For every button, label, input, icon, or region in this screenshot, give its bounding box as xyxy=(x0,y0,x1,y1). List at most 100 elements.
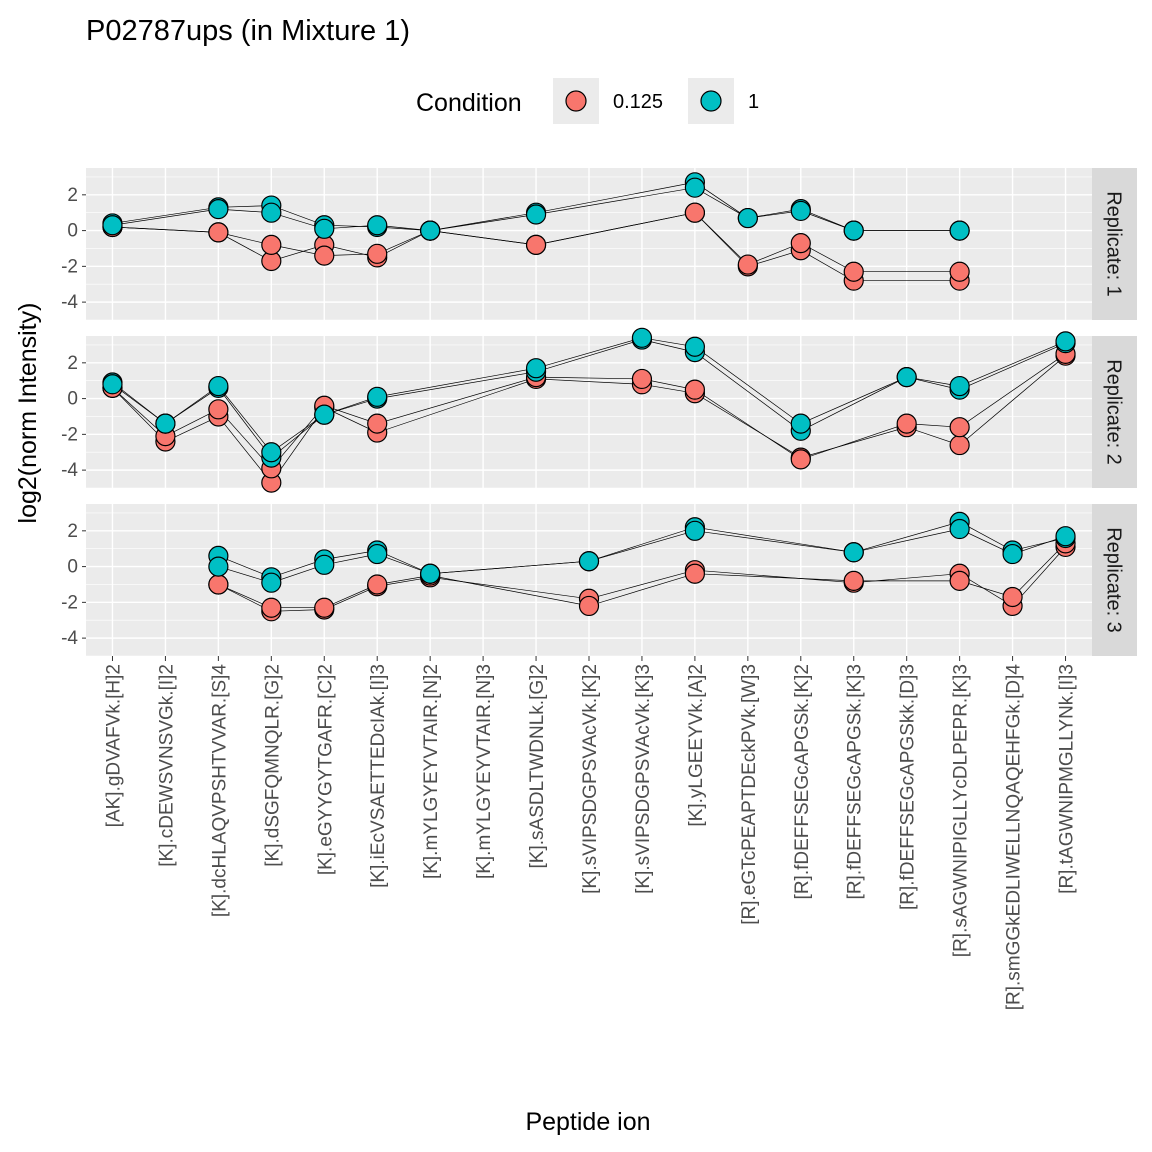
panel-replicate-3: -4 -2 0 2 Replicate: 3 xyxy=(61,504,1137,657)
x-tick-label: [R].eGTcPEAPTDEckPVk.[W]3 xyxy=(739,664,760,925)
data-point-0.125 xyxy=(208,399,229,420)
data-point-1 xyxy=(843,220,864,241)
panel-replicate-2: -4 -2 0 2 Replicate: 2 xyxy=(61,327,1137,493)
data-point-0.125 xyxy=(208,222,229,243)
data-point-1 xyxy=(314,218,335,239)
data-point-1 xyxy=(314,554,335,575)
data-point-1 xyxy=(684,520,705,541)
data-point-0.125 xyxy=(1002,586,1023,608)
facet-panels: -4 -2 0 2 Replicate: 1 -4 -2 0 2 Replicate: 2 -4 -2… xyxy=(61,168,1137,657)
data-point-1 xyxy=(525,358,547,379)
data-point-1 xyxy=(102,215,123,236)
y-tick-label: 0 xyxy=(67,557,78,578)
x-tick-label: [K].iEcVSAETTEDcIAk.[I]3 xyxy=(368,664,389,888)
y-tick-label: -2 xyxy=(61,424,78,445)
data-point-0.125 xyxy=(949,570,970,591)
x-tick-label: [R].fDEFFSEGcAPGSkk.[D]3 xyxy=(898,664,919,910)
data-point-0.125 xyxy=(578,595,600,617)
y-tick-label: 2 xyxy=(67,521,78,542)
x-tick-label: [K].eGYYGYTGAFR.[C]2 xyxy=(315,664,336,875)
data-point-0.125 xyxy=(949,261,970,282)
facet-strip-label: Replicate: 3 xyxy=(1103,527,1125,633)
y-axis-title: log2(norm Intensity) xyxy=(14,303,42,524)
x-tick-label: [R].tAGWNIPMGLLYNk.[I]3 xyxy=(1057,664,1078,894)
data-point-1 xyxy=(261,202,282,223)
data-point-1 xyxy=(420,220,441,241)
facet-strip xyxy=(1092,336,1137,488)
x-tick-label: [K].dSGFQMNQLR.[G]2 xyxy=(262,664,283,867)
data-point-1 xyxy=(314,404,335,425)
data-point-0.125 xyxy=(367,574,388,595)
y-tick-label: 0 xyxy=(67,389,78,410)
legend-key-1 xyxy=(700,90,722,112)
data-point-1 xyxy=(949,220,970,241)
data-point-1 xyxy=(208,199,229,220)
data-point-0.125 xyxy=(896,413,917,434)
x-axis-title: Peptide ion xyxy=(525,1108,650,1136)
data-point-1 xyxy=(367,543,388,565)
x-tick-label: [R].fDEFFSEGcAPGSk.[K]2 xyxy=(792,664,813,899)
data-point-0.125 xyxy=(367,243,388,264)
data-point-1 xyxy=(367,215,388,236)
data-point-1 xyxy=(578,551,600,572)
legend-label-1: 1 xyxy=(748,91,759,113)
data-point-0.125 xyxy=(843,570,864,591)
data-point-1 xyxy=(261,572,282,593)
data-point-1 xyxy=(155,413,176,434)
legend: Condition 0.125 1 xyxy=(416,78,759,124)
data-point-0.125 xyxy=(261,234,282,255)
x-tick-label: [AK].gDVAFVk.[H]2 xyxy=(103,664,124,827)
data-point-0.125 xyxy=(314,597,335,618)
x-tick-label: [K].mYLGYEYVTAIR.[N]2 xyxy=(421,664,442,879)
data-point-1 xyxy=(684,177,705,198)
data-point-0.125 xyxy=(261,597,282,618)
x-tick-label: [K].dcHLAQVPSHTVVAR.[S]4 xyxy=(209,664,230,918)
data-point-0.125 xyxy=(790,449,811,470)
y-tick-label: 2 xyxy=(67,353,78,374)
y-tick-label: -4 xyxy=(61,460,78,481)
x-axis: [AK].gDVAFVk.[H]2 [K].cDEWSVNSVGk.[I]2 [K]… xyxy=(103,656,1078,1011)
data-point-0.125 xyxy=(843,261,864,282)
data-point-0.125 xyxy=(208,574,229,595)
y-tick-label: -4 xyxy=(61,292,78,313)
data-point-1 xyxy=(208,556,229,577)
data-point-0.125 xyxy=(790,233,811,254)
data-point-0.125 xyxy=(737,254,758,275)
x-tick-label: [K].mYLGYEYVTAIR.[N]3 xyxy=(474,664,495,879)
x-tick-label: [K].sASDLTWDNLk.[G]2 xyxy=(527,664,548,868)
facet-strip-label: Replicate: 2 xyxy=(1103,359,1125,465)
data-point-1 xyxy=(102,374,123,395)
data-point-1 xyxy=(208,375,229,397)
data-point-1 xyxy=(843,542,864,563)
x-tick-label: [K].sVIPSDGPSVAcVk.[K]3 xyxy=(633,664,654,894)
facet-strip xyxy=(1092,504,1137,656)
data-point-1 xyxy=(367,386,388,407)
data-point-1 xyxy=(1002,543,1023,565)
data-point-0.125 xyxy=(684,202,705,223)
x-tick-label: [R].fDEFFSEGcAPGSk.[K]3 xyxy=(845,664,866,899)
y-tick-label: 0 xyxy=(67,221,78,242)
data-point-0.125 xyxy=(367,413,388,434)
data-point-1 xyxy=(1055,331,1076,352)
data-point-0.125 xyxy=(525,234,547,255)
chart-title: P02787ups (in Mixture 1) xyxy=(86,15,410,47)
data-point-1 xyxy=(896,367,917,388)
legend-key-0125 xyxy=(565,90,587,112)
data-point-1 xyxy=(949,518,970,540)
y-tick-label: 2 xyxy=(67,185,78,206)
data-point-1 xyxy=(790,200,811,222)
data-point-1 xyxy=(790,413,811,434)
data-point-1 xyxy=(1055,526,1076,547)
data-point-1 xyxy=(420,563,441,584)
facet-strip xyxy=(1092,168,1137,320)
data-point-0.125 xyxy=(684,379,705,400)
x-tick-label: [K].yLGEEYVk.[A]2 xyxy=(686,664,707,827)
data-point-0.125 xyxy=(949,434,970,456)
data-point-1 xyxy=(949,375,970,397)
x-tick-label: [R].smGGkEDLIWELLNQAQEHFGk.[D]4 xyxy=(1004,664,1025,1011)
x-tick-label: [K].sVIPSDGPSVAcVk.[K]2 xyxy=(580,664,601,894)
data-point-1 xyxy=(525,204,547,225)
legend-title: Condition xyxy=(416,89,522,117)
legend-label-0125: 0.125 xyxy=(613,91,663,113)
